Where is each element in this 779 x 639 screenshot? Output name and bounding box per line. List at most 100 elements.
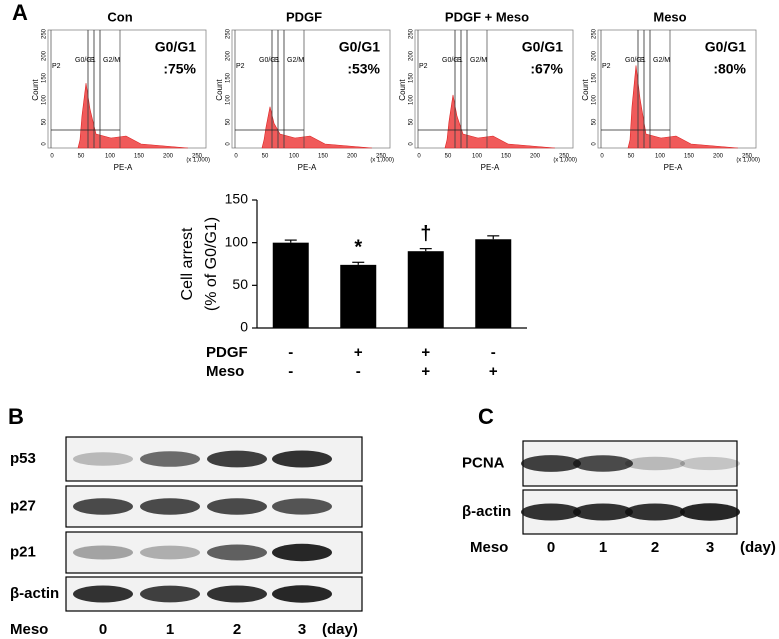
band <box>73 498 133 515</box>
x-unit-label: (x 1,000) <box>370 158 394 164</box>
band <box>625 503 685 521</box>
y-tick-label: 100 <box>226 94 232 105</box>
gate-percent-label: G0/G1 <box>339 39 380 55</box>
condition-sign: - <box>288 344 293 361</box>
gate-label: G2/M <box>103 57 120 64</box>
gate-label: P2 <box>419 63 428 70</box>
y-tick-label: 0 <box>409 142 415 146</box>
gate-label: P2 <box>602 63 611 70</box>
x-tick-label: 250 <box>192 154 203 160</box>
significance-mark: * <box>354 237 362 259</box>
x-unit-label: (x 1,000) <box>736 158 760 164</box>
x-tick-label: 0 <box>600 154 604 160</box>
band <box>140 545 200 560</box>
bar <box>340 264 377 328</box>
x-tick-label: 150 <box>318 154 329 160</box>
x-axis-label: PE-A <box>114 163 133 172</box>
flow-histogram <box>77 83 189 149</box>
flow-histogram <box>444 94 556 149</box>
lane-label: 1 <box>599 539 607 556</box>
y-axis-label: Count <box>31 79 40 101</box>
y-tick-label: 200 <box>42 50 48 61</box>
band <box>272 585 332 603</box>
lane-label: 2 <box>651 539 659 556</box>
flow-title: Meso <box>653 9 686 24</box>
x-label: Meso <box>470 539 508 556</box>
x-axis-label: PE-A <box>664 163 683 172</box>
condition-label: Meso <box>206 363 244 380</box>
band <box>573 503 633 521</box>
y-axis-label: Cell arrest <box>179 227 196 300</box>
condition-sign: + <box>354 344 363 361</box>
gate-label: S <box>457 57 462 64</box>
lane-label: 0 <box>547 539 555 556</box>
gate-label: S <box>90 57 95 64</box>
y-axis-label: (% of G0/G1) <box>203 217 220 311</box>
gate-percent: :67% <box>530 61 563 77</box>
lane-label: 3 <box>298 621 306 638</box>
band <box>140 451 200 467</box>
band <box>207 585 267 603</box>
x-label: Meso <box>10 621 48 638</box>
band <box>207 450 267 468</box>
y-axis-label: Count <box>215 79 224 101</box>
gate-label: G2/M <box>653 57 670 64</box>
panel-label: A <box>12 0 28 25</box>
y-axis-label: Count <box>398 79 407 101</box>
flow-histogram <box>627 65 739 149</box>
x-tick-label: 150 <box>501 154 512 160</box>
y-axis-label: Count <box>581 79 590 101</box>
x-tick-label: 100 <box>472 154 483 160</box>
band <box>272 450 332 468</box>
bar <box>407 251 444 328</box>
gate-percent: :75% <box>163 61 196 77</box>
lane-label: 3 <box>706 539 714 556</box>
x-tick-label: 200 <box>347 154 358 160</box>
gate-label: G0/G1 <box>259 57 280 64</box>
band <box>73 452 133 466</box>
x-tick-label: 200 <box>713 154 724 160</box>
band <box>73 585 133 603</box>
x-tick-label: 150 <box>134 154 145 160</box>
gate-label: P2 <box>52 63 61 70</box>
x-unit-label: (x 1,000) <box>186 158 210 164</box>
y-tick-label: 100 <box>592 94 598 105</box>
band <box>573 455 633 472</box>
band <box>207 498 267 515</box>
condition-sign: + <box>489 363 498 380</box>
y-tick-label: 50 <box>409 118 415 125</box>
unit-label: (day) <box>322 621 358 638</box>
y-tick-label: 200 <box>409 50 415 61</box>
band <box>521 503 581 521</box>
x-tick-label: 0 <box>417 154 421 160</box>
y-tick-label: 0 <box>592 142 598 146</box>
y-tick-label: 250 <box>409 28 415 39</box>
y-tick-label: 250 <box>226 28 232 39</box>
y-tick-label: 150 <box>225 191 249 207</box>
x-tick-label: 200 <box>530 154 541 160</box>
y-tick-label: 200 <box>226 50 232 61</box>
row-label: β-actin <box>10 585 59 602</box>
y-tick-label: 50 <box>42 118 48 125</box>
unit-label: (day) <box>740 539 776 556</box>
row-label: PCNA <box>462 454 505 471</box>
band <box>73 545 133 560</box>
row-label: p21 <box>10 543 36 560</box>
y-tick-label: 250 <box>592 28 598 39</box>
panel-label: B <box>8 404 24 429</box>
band <box>680 456 740 471</box>
gate-percent: :53% <box>347 61 380 77</box>
band <box>521 455 581 472</box>
x-axis-label: PE-A <box>298 163 317 172</box>
condition-label: PDGF <box>206 344 248 361</box>
y-tick-label: 50 <box>592 118 598 125</box>
bar <box>475 239 512 328</box>
y-tick-label: 150 <box>592 72 598 83</box>
condition-sign: - <box>491 344 496 361</box>
row-label: β-actin <box>462 503 511 520</box>
flow-title: PDGF <box>286 9 322 24</box>
lane-label: 1 <box>166 621 174 638</box>
gate-percent-label: G0/G1 <box>155 39 196 55</box>
